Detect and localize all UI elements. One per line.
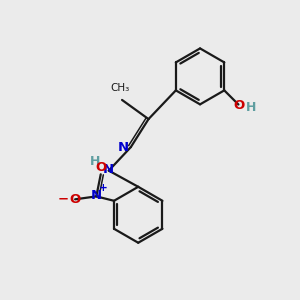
Text: N: N <box>117 141 128 154</box>
Text: O: O <box>233 99 244 112</box>
Text: CH₃: CH₃ <box>110 83 129 94</box>
Text: O: O <box>69 193 80 206</box>
Text: +: + <box>99 183 108 193</box>
Text: O: O <box>95 161 106 174</box>
Text: N: N <box>91 189 102 202</box>
Text: −: − <box>57 193 68 206</box>
Text: H: H <box>246 101 256 114</box>
Text: H: H <box>90 155 101 168</box>
Text: N: N <box>103 163 114 176</box>
